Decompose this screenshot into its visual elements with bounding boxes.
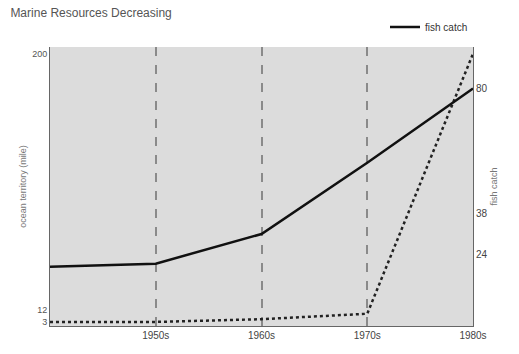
- svg-text:200: 200: [32, 49, 47, 59]
- svg-text:1970s: 1970s: [354, 330, 381, 341]
- svg-text:1950s: 1950s: [142, 330, 169, 341]
- svg-text:1960s: 1960s: [248, 330, 275, 341]
- svg-text:ocean territory (mile): ocean territory (mile): [18, 145, 28, 228]
- svg-text:38: 38: [476, 208, 488, 219]
- svg-text:24: 24: [476, 249, 488, 260]
- svg-text:1980s: 1980s: [459, 330, 486, 341]
- svg-text:fish catch: fish catch: [489, 167, 499, 205]
- svg-text:80: 80: [476, 83, 488, 94]
- svg-text:fish catch: fish catch: [425, 22, 467, 33]
- svg-text:3: 3: [42, 317, 47, 327]
- svg-text:12: 12: [37, 305, 47, 315]
- svg-text:Marine Resources Decreasing: Marine Resources Decreasing: [10, 6, 171, 20]
